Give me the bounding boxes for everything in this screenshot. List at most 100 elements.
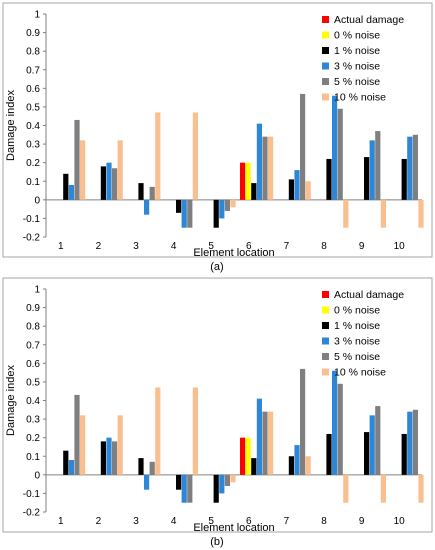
bar-5-noise-element-4 xyxy=(187,474,193,503)
legend-entry-label: 5 % noise xyxy=(334,76,380,88)
bar-10-noise-element-4 xyxy=(192,387,198,475)
y-tick-label: -0.1 xyxy=(23,214,41,225)
legend-swatch xyxy=(322,78,329,85)
y-tick-label: -0.2 xyxy=(23,508,41,519)
damage-index-chart-b: -0.2 -0.1 0 0.1 0.2 0.3 0.4 0.5 0.6 0.7 0.8 0.9 1 Dam… xyxy=(2,277,433,548)
bar-5-noise-element-5 xyxy=(224,199,230,211)
figure-caption: (a) xyxy=(210,261,223,273)
x-axis-label: Element location xyxy=(193,247,274,259)
bar-5-noise-element-2 xyxy=(112,168,118,200)
bar-1-noise-element-8 xyxy=(326,433,332,475)
bar-3-noise-element-7 xyxy=(294,170,300,200)
bar-3-noise-element-9 xyxy=(369,415,375,475)
y-tick-label: 0.6 xyxy=(26,359,40,370)
y-axis-label: Damage index xyxy=(5,90,17,161)
y-tick-label: 0.6 xyxy=(26,84,40,95)
bar-1-noise-element-7 xyxy=(288,179,294,200)
bar-5-noise-element-3 xyxy=(149,186,155,200)
bar-3-noise-element-4 xyxy=(181,474,187,503)
bar-10-noise-element-3 xyxy=(155,387,161,475)
bar-5-noise-element-1 xyxy=(74,119,80,200)
chart-frame xyxy=(2,2,433,258)
bar-actual-damage-element-6 xyxy=(240,437,246,475)
bar-10-noise-element-2 xyxy=(117,415,123,475)
x-tick-label: 10 xyxy=(394,241,406,252)
legend-entry-label: 1 % noise xyxy=(334,320,380,332)
legend-entry-label: 3 % noise xyxy=(334,61,380,73)
chart-panel-a: -0.2 -0.1 0 0.1 0.2 0.3 0.4 0.5 0.6 0.7 0.8 0.9 1 Dam… xyxy=(2,2,433,273)
bar-5-noise-element-4 xyxy=(187,199,193,228)
bar-5-noise-element-2 xyxy=(112,441,118,475)
bar-3-noise-element-4 xyxy=(181,199,187,228)
bar-1-noise-element-10 xyxy=(401,433,407,475)
bar-5-noise-element-5 xyxy=(224,474,230,486)
bar-10-noise-element-2 xyxy=(117,140,123,200)
x-tick-label: 8 xyxy=(321,241,327,252)
y-axis-label: Damage index xyxy=(5,365,17,436)
bar-3-noise-element-9 xyxy=(369,140,375,200)
legend-swatch xyxy=(322,62,329,70)
legend-swatch xyxy=(322,93,329,101)
bar-5-noise-element-1 xyxy=(74,394,80,475)
bar-10-noise-element-6 xyxy=(268,136,274,200)
x-tick-label: 7 xyxy=(284,241,290,252)
legend-swatch xyxy=(322,16,329,23)
bar-5-noise-element-8 xyxy=(337,108,343,200)
bar-10-noise-element-6 xyxy=(268,411,274,475)
bar-0-noise-element-6 xyxy=(245,437,251,475)
legend-swatch xyxy=(322,322,329,329)
y-tick-label: -0.1 xyxy=(23,489,41,500)
bar-5-noise-element-10 xyxy=(412,134,418,200)
bar-1-noise-element-1 xyxy=(63,173,69,200)
y-tick-label: 1 xyxy=(34,285,40,296)
bar-5-noise-element-9 xyxy=(375,406,381,475)
legend-entry-label: 3 % noise xyxy=(334,336,380,348)
bar-3-noise-element-1 xyxy=(68,184,74,200)
bar-3-noise-element-6 xyxy=(256,123,262,200)
bar-5-noise-element-7 xyxy=(300,368,306,475)
x-tick-label: 10 xyxy=(394,516,406,527)
damage-index-chart-a: -0.2 -0.1 0 0.1 0.2 0.3 0.4 0.5 0.6 0.7 0.8 0.9 1 Dam… xyxy=(2,2,433,273)
bar-10-noise-element-1 xyxy=(80,415,86,475)
y-tick-label: 0.2 xyxy=(26,433,40,444)
bar-1-noise-element-4 xyxy=(176,474,182,490)
y-tick-label: 0.8 xyxy=(26,47,40,58)
bar-1-noise-element-2 xyxy=(100,441,106,475)
bar-5-noise-element-7 xyxy=(300,93,306,200)
bar-10-noise-element-10 xyxy=(418,199,424,228)
x-tick-label: 4 xyxy=(171,516,177,527)
legend-entry-label: 10 % noise xyxy=(334,92,386,104)
bar-1-noise-element-9 xyxy=(364,432,370,475)
bar-10-noise-element-9 xyxy=(380,199,386,228)
bar-0-noise-element-6 xyxy=(245,162,251,200)
y-tick-label: 0.7 xyxy=(26,340,40,351)
legend-swatch xyxy=(322,337,329,345)
x-tick-label: 6 xyxy=(246,516,252,527)
bar-5-noise-element-3 xyxy=(149,461,155,475)
y-tick-label: 0.9 xyxy=(26,28,40,39)
bar-5-noise-element-6 xyxy=(262,136,268,200)
y-tick-label: 0.7 xyxy=(26,65,40,76)
bar-3-noise-element-10 xyxy=(407,136,413,200)
legend-entry-label: 1 % noise xyxy=(334,45,380,57)
y-tick-label: 0.1 xyxy=(26,177,40,188)
legend-entry-label: Actual damage xyxy=(334,289,404,301)
legend-entry-label: Actual damage xyxy=(334,14,404,26)
x-tick-label: 9 xyxy=(359,241,365,252)
bar-1-noise-element-4 xyxy=(176,199,182,213)
y-tick-label: 0.9 xyxy=(26,303,40,314)
bar-10-noise-element-9 xyxy=(380,474,386,503)
bar-10-noise-element-5 xyxy=(230,199,236,208)
y-tick-label: 0.4 xyxy=(26,121,40,132)
legend: Actual damage 0 % noise 1 % noise 3 % noise… xyxy=(322,14,404,104)
bar-3-noise-element-6 xyxy=(256,398,262,475)
legend-swatch xyxy=(322,368,329,376)
bar-10-noise-element-8 xyxy=(343,199,349,228)
bar-3-noise-element-7 xyxy=(294,445,300,475)
x-tick-label: 2 xyxy=(96,516,102,527)
y-tick-label: 0.2 xyxy=(26,158,40,169)
bar-1-noise-element-7 xyxy=(288,456,294,475)
y-tick-label: 0 xyxy=(34,470,40,481)
bar-3-noise-element-5 xyxy=(219,199,225,219)
bar-3-noise-element-3 xyxy=(144,474,150,490)
